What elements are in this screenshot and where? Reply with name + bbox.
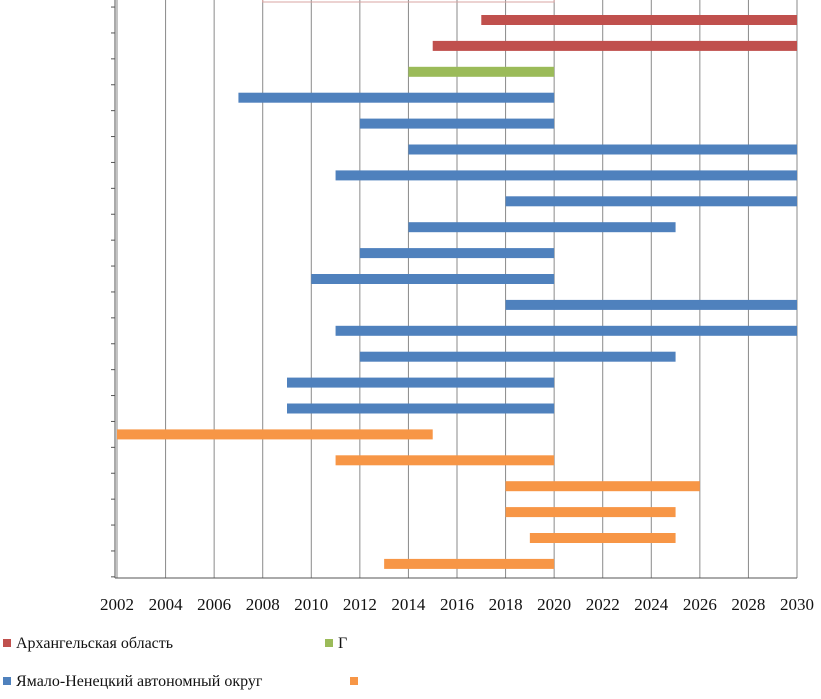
x-tick-label-2016: 2016: [440, 595, 474, 614]
bar-19: [505, 481, 700, 492]
bar-17: [117, 429, 433, 440]
legend-label-1: Архангельская область: [16, 635, 173, 652]
legend-swatch-3: [3, 677, 11, 685]
bar-7: [335, 170, 797, 181]
bar-11: [311, 274, 555, 284]
x-tick-label-2008: 2008: [246, 595, 280, 614]
cropped-top-box: [262, 0, 555, 3]
bar-22: [384, 558, 555, 569]
bar-21: [529, 533, 676, 543]
bar-18: [335, 455, 555, 466]
bar-9: [408, 222, 676, 233]
x-tick-label-2004: 2004: [149, 595, 184, 614]
bars: [117, 15, 797, 569]
bar-8: [505, 196, 797, 207]
bar-13: [335, 325, 797, 336]
x-tick-label-2026: 2026: [683, 595, 717, 614]
axes: 2002 2004 2006 2008 2010 2012 2014 2016 2018 2020…: [100, 0, 814, 614]
bar-6: [408, 144, 797, 155]
x-tick-label-2020: 2020: [537, 595, 571, 614]
bar-2: [432, 40, 797, 51]
bar-15: [287, 377, 555, 388]
x-tick-label-2018: 2018: [489, 595, 523, 614]
legend-swatch-2: [325, 639, 333, 647]
x-tick-label-2028: 2028: [731, 595, 765, 614]
bar-12: [505, 299, 797, 310]
x-tick-label-2014: 2014: [391, 595, 426, 614]
x-tick-label-2006: 2006: [197, 595, 231, 614]
bar-1: [481, 15, 797, 25]
x-tick-label-2002: 2002: [100, 595, 134, 614]
x-tick-label-2012: 2012: [343, 595, 377, 614]
legend-label-3: Ямало-Ненецкий автономный округ: [16, 673, 263, 690]
bar-14: [359, 351, 676, 362]
legend: Архангельская область Г Ямало-Ненецкий авт…: [3, 635, 358, 690]
bar-5: [359, 118, 555, 129]
x-tick-label-2024: 2024: [634, 595, 669, 614]
bar-16: [287, 403, 555, 414]
legend-swatch-4: [350, 677, 358, 685]
x-tick-label-2022: 2022: [586, 595, 620, 614]
legend-label-2: Г: [338, 635, 347, 652]
gridlines: [116, 0, 798, 578]
x-tick-label-2030: 2030: [780, 595, 814, 614]
bar-10: [359, 248, 555, 259]
bar-4: [238, 92, 555, 103]
legend-swatch-1: [3, 639, 11, 647]
bar-20: [505, 507, 676, 518]
x-tick-label-2010: 2010: [294, 595, 328, 614]
bar-3: [408, 66, 555, 77]
